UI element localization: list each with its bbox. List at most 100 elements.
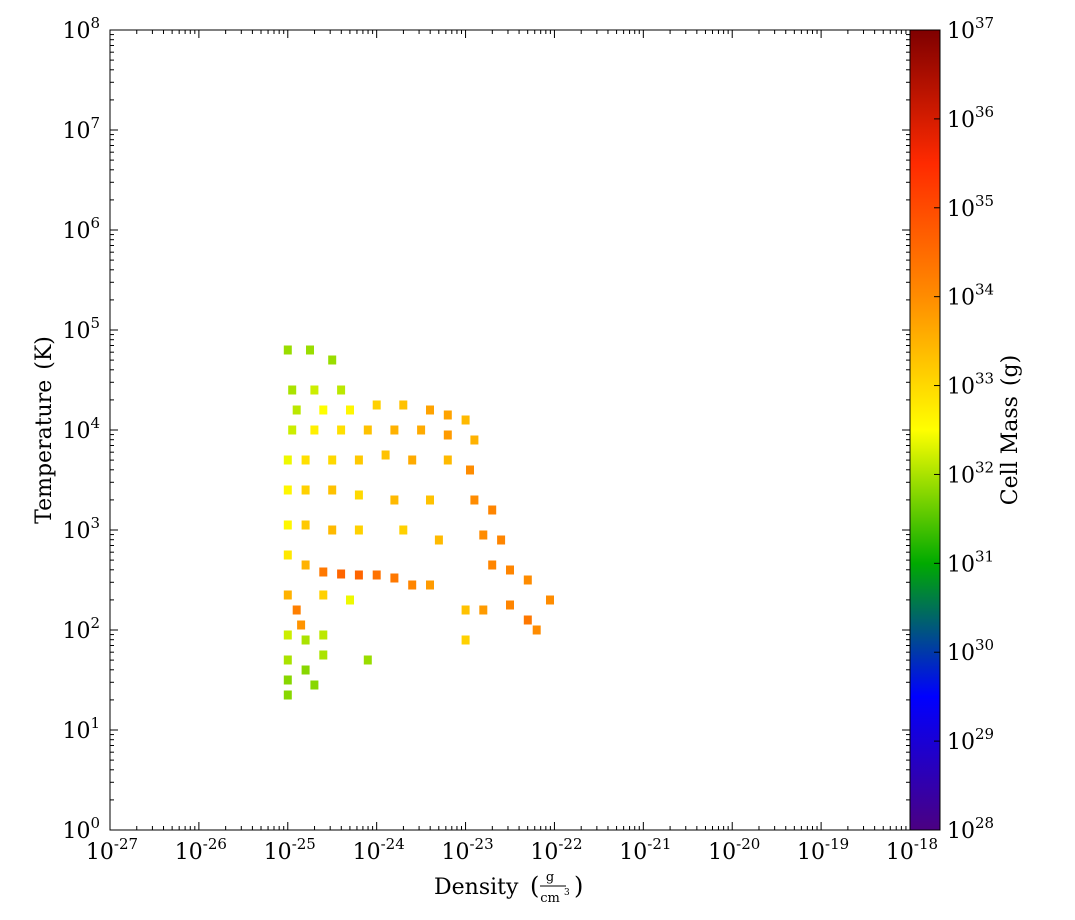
minor-ticks bbox=[110, 30, 910, 830]
colorbar-tick-label: 1032 bbox=[947, 458, 994, 488]
heatmap-cell bbox=[297, 620, 306, 630]
colorbar-tick-label: 1034 bbox=[947, 281, 994, 311]
colorbar-tick-label: 1033 bbox=[947, 370, 994, 400]
y-tick-label: 107 bbox=[62, 114, 100, 144]
heatmap-cell bbox=[283, 550, 292, 560]
x-axis-title: Density bbox=[434, 875, 519, 900]
colorbar-tick-label: 1028 bbox=[947, 814, 994, 844]
colorbar-tick-label: 1031 bbox=[947, 547, 994, 577]
heatmap-cell bbox=[301, 455, 310, 465]
heatmap-cell bbox=[301, 520, 310, 530]
heatmap-cell bbox=[310, 425, 319, 435]
plot-area bbox=[110, 30, 910, 830]
heatmap-cell bbox=[488, 560, 497, 570]
heatmap-cell bbox=[461, 635, 470, 645]
heatmap-cell bbox=[319, 650, 328, 660]
y-tick-label: 103 bbox=[62, 514, 100, 544]
heatmap-cell bbox=[443, 410, 452, 420]
heatmap-cell bbox=[288, 425, 297, 435]
heatmap-cell bbox=[523, 575, 532, 585]
heatmap-cell bbox=[532, 625, 541, 635]
heatmap-cell bbox=[328, 455, 337, 465]
colorbar-frame bbox=[909, 29, 941, 831]
x-tick-label: 10-21 bbox=[619, 835, 671, 865]
heatmap-cell bbox=[301, 665, 310, 675]
heatmap-cell bbox=[328, 485, 337, 495]
y-axis-label: Temperature (K) bbox=[32, 336, 57, 524]
heatmap-cell bbox=[283, 345, 292, 355]
x-tick-label: 10-27 bbox=[86, 835, 138, 865]
heatmap-cell bbox=[363, 425, 372, 435]
heatmap-cell bbox=[426, 405, 434, 415]
heatmap-cell bbox=[372, 570, 381, 580]
x-tick-label: 10-26 bbox=[175, 835, 227, 865]
x-tick-label: 10-19 bbox=[797, 835, 849, 865]
heatmap-cell bbox=[426, 580, 434, 590]
colorbar-tick-label: 1029 bbox=[947, 725, 994, 755]
heatmap-cell bbox=[354, 490, 363, 500]
heatmap-cell bbox=[479, 530, 488, 540]
heatmap-cell bbox=[546, 595, 554, 605]
heatmap-cell bbox=[479, 605, 488, 615]
heatmap-cell bbox=[337, 569, 346, 579]
heatmap-cell bbox=[443, 455, 452, 465]
heatmap-cell bbox=[310, 385, 319, 395]
x-tick-label: 10-25 bbox=[264, 835, 316, 865]
heatmap-cell bbox=[434, 535, 443, 545]
y-tick-label: 104 bbox=[62, 414, 100, 444]
y-axis-title: Temperature bbox=[32, 380, 57, 524]
x-unit-close-paren: ) bbox=[574, 872, 583, 900]
heatmap-cell bbox=[319, 567, 328, 577]
x-unit-exponent: 3 bbox=[564, 888, 570, 898]
heatmap-cell bbox=[283, 675, 292, 685]
heatmap-cell bbox=[328, 525, 337, 535]
heatmap-cell bbox=[337, 385, 346, 395]
y-tick-label: 100 bbox=[62, 814, 100, 844]
heatmap-cell bbox=[283, 655, 292, 665]
heatmap-cell bbox=[381, 450, 390, 460]
heatmap-cell bbox=[470, 435, 479, 445]
heatmap-cell bbox=[283, 630, 292, 640]
heatmap-cell bbox=[301, 485, 310, 495]
y-tick-label: 101 bbox=[62, 714, 100, 744]
y-tick-label: 106 bbox=[62, 214, 100, 244]
colorbar bbox=[910, 30, 940, 830]
heatmap-cell bbox=[354, 570, 363, 580]
colorbar-tick-label: 1036 bbox=[947, 103, 994, 133]
y-tick-label: 108 bbox=[62, 14, 100, 44]
x-tick-label: 10-22 bbox=[530, 835, 582, 865]
x-tick-label: 10-24 bbox=[353, 835, 405, 865]
heatmap-cell bbox=[346, 595, 354, 605]
heatmap-cell bbox=[319, 590, 328, 600]
y-tick-label: 102 bbox=[62, 614, 100, 644]
heatmap-cell bbox=[408, 580, 417, 590]
colorbar-tick-label: 1035 bbox=[947, 192, 994, 222]
heatmap-cell bbox=[417, 425, 426, 435]
heatmap-cell bbox=[426, 495, 434, 505]
colorbar-tick-label: 1037 bbox=[947, 14, 994, 44]
heatmap-cell bbox=[461, 415, 470, 425]
colorbar-unit: (g) bbox=[998, 355, 1023, 386]
y-tick-labels: 100 101 102 103 104 105 106 107 108 bbox=[62, 14, 100, 844]
heatmap-cell bbox=[488, 505, 497, 515]
colorbar-tick-label: 1030 bbox=[947, 636, 994, 666]
heatmap-cell bbox=[497, 535, 506, 545]
heatmap-cell bbox=[363, 655, 372, 665]
heatmap-cell bbox=[301, 635, 310, 645]
heatmap-cell bbox=[399, 400, 408, 410]
x-tick-labels: 10-27 10-26 10-25 10-24 10-23 10-22 10-21 10-20… bbox=[86, 835, 938, 865]
heatmap-cell bbox=[354, 525, 363, 535]
colorbar-label: Cell Mass (g) bbox=[998, 355, 1023, 505]
heatmap-cell bbox=[506, 565, 514, 575]
heatmap-cell bbox=[390, 425, 399, 435]
heatmap-cell bbox=[292, 605, 301, 615]
heatmap-cell bbox=[408, 455, 417, 465]
x-tick-label: 10-18 bbox=[886, 835, 938, 865]
heatmap-cell bbox=[283, 590, 292, 600]
heatmap-cell bbox=[288, 385, 297, 395]
y-tick-label: 105 bbox=[62, 314, 100, 344]
heatmap-cell bbox=[506, 600, 514, 610]
heatmap-cell bbox=[466, 465, 474, 475]
heatmap-cell bbox=[283, 690, 292, 700]
